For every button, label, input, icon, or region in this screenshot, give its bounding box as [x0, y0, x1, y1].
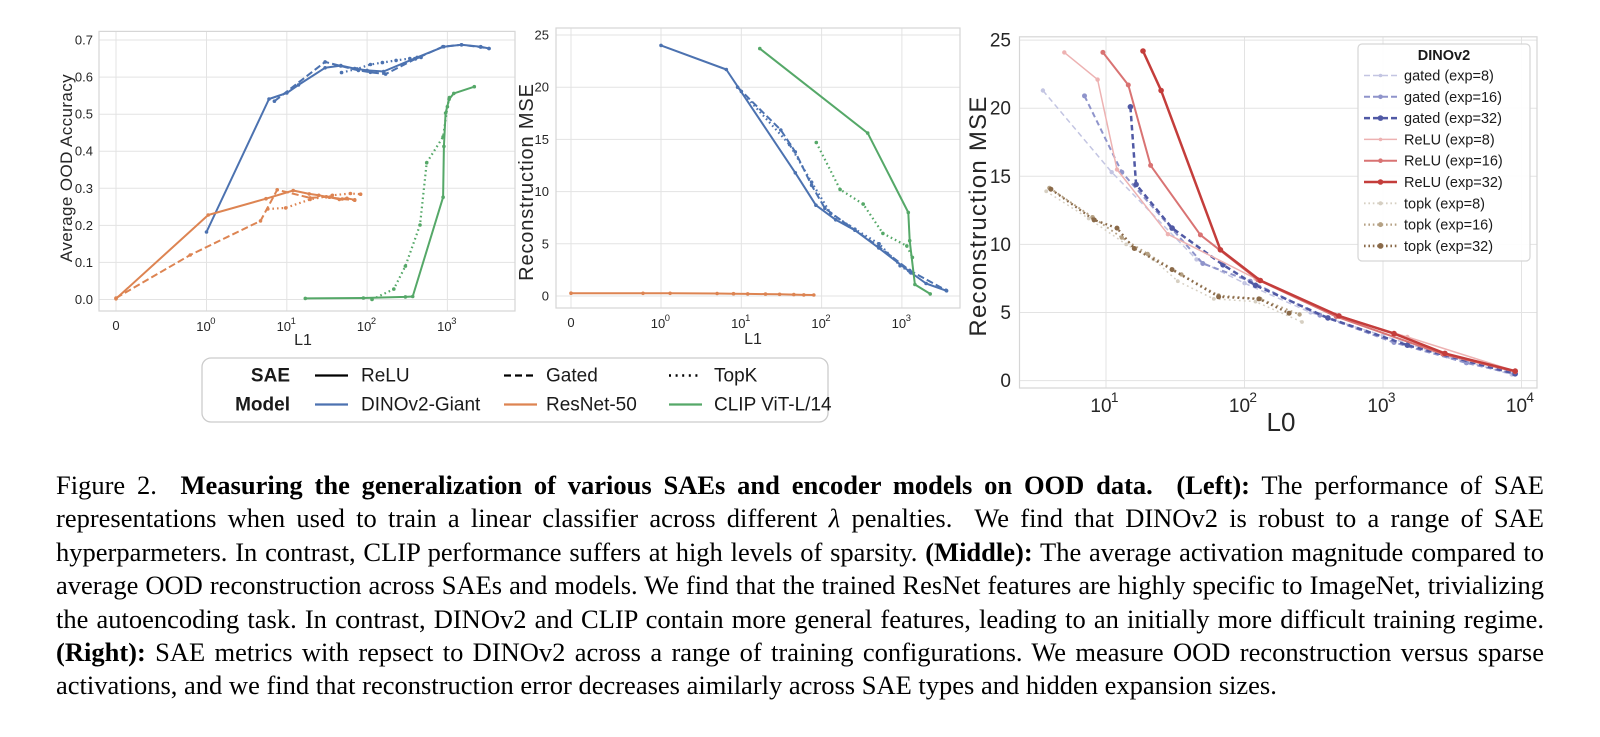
svg-text:3: 3	[1388, 390, 1396, 405]
svg-text:ReLU (exp=16): ReLU (exp=16)	[1404, 154, 1503, 170]
svg-text:10: 10	[990, 235, 1011, 256]
svg-text:10: 10	[731, 316, 745, 331]
svg-text:15: 15	[535, 132, 549, 147]
svg-text:3: 3	[906, 312, 911, 323]
svg-text:2: 2	[371, 315, 376, 326]
svg-text:4: 4	[1526, 390, 1534, 405]
svg-text:10: 10	[1229, 396, 1250, 417]
svg-text:25: 25	[990, 31, 1011, 52]
svg-text:0: 0	[665, 312, 670, 323]
svg-text:CLIP ViT-L/14: CLIP ViT-L/14	[714, 395, 832, 416]
svg-text:gated (exp=8): gated (exp=8)	[1404, 69, 1494, 85]
svg-text:SAE: SAE	[251, 366, 290, 387]
svg-text:Model: Model	[235, 395, 290, 416]
svg-text:0.1: 0.1	[75, 255, 93, 270]
svg-text:L1: L1	[744, 331, 762, 348]
svg-text:10: 10	[357, 319, 371, 334]
svg-text:gated (exp=32): gated (exp=32)	[1404, 111, 1502, 127]
svg-text:gated (exp=16): gated (exp=16)	[1404, 90, 1502, 106]
svg-text:0: 0	[567, 315, 574, 330]
svg-text:ReLU (exp=8): ReLU (exp=8)	[1404, 132, 1495, 148]
svg-text:0.4: 0.4	[75, 144, 93, 159]
svg-text:Reconstruction MSE: Reconstruction MSE	[965, 95, 992, 336]
svg-text:3: 3	[451, 315, 456, 326]
svg-text:15: 15	[990, 167, 1011, 188]
svg-text:10: 10	[196, 319, 210, 334]
svg-text:0: 0	[112, 318, 119, 333]
svg-text:10: 10	[651, 316, 665, 331]
svg-text:TopK: TopK	[714, 366, 758, 387]
svg-text:5: 5	[1000, 303, 1011, 324]
svg-text:10: 10	[1090, 396, 1111, 417]
svg-text:0.7: 0.7	[75, 33, 93, 48]
svg-text:0.5: 0.5	[75, 107, 93, 122]
svg-text:1: 1	[291, 315, 296, 326]
svg-text:25: 25	[535, 28, 549, 43]
svg-text:Average OOD Accuracy: Average OOD Accuracy	[57, 74, 76, 262]
svg-text:20: 20	[535, 80, 549, 95]
svg-text:topk (exp=32): topk (exp=32)	[1404, 239, 1493, 255]
svg-text:L0: L0	[1267, 407, 1296, 437]
svg-text:0: 0	[210, 315, 215, 326]
svg-text:10: 10	[535, 184, 549, 199]
svg-text:Gated: Gated	[546, 366, 598, 387]
svg-text:1: 1	[1111, 390, 1119, 405]
svg-text:10: 10	[1367, 396, 1388, 417]
svg-text:1: 1	[745, 312, 750, 323]
svg-text:topk (exp=16): topk (exp=16)	[1404, 218, 1493, 234]
svg-text:L1: L1	[294, 332, 312, 349]
svg-text:ResNet-50: ResNet-50	[546, 395, 637, 416]
svg-text:ReLU (exp=32): ReLU (exp=32)	[1404, 175, 1503, 191]
svg-text:0.3: 0.3	[75, 181, 93, 196]
svg-text:10: 10	[811, 316, 825, 331]
svg-text:5: 5	[542, 236, 549, 251]
svg-text:10: 10	[1506, 396, 1527, 417]
svg-text:10: 10	[437, 319, 451, 334]
svg-text:DINOv2-Giant: DINOv2-Giant	[361, 395, 481, 416]
svg-text:DINOv2: DINOv2	[1418, 48, 1470, 64]
svg-text:Reconstruction MSE: Reconstruction MSE	[516, 83, 538, 281]
svg-text:0.2: 0.2	[75, 218, 93, 233]
svg-text:2: 2	[825, 312, 830, 323]
svg-text:0.0: 0.0	[75, 292, 93, 307]
svg-text:0: 0	[1000, 371, 1011, 392]
svg-text:0.6: 0.6	[75, 70, 93, 85]
svg-text:0: 0	[542, 289, 549, 304]
svg-text:10: 10	[892, 316, 906, 331]
svg-text:topk (exp=8): topk (exp=8)	[1404, 196, 1485, 212]
svg-text:2: 2	[1249, 390, 1257, 405]
svg-text:ReLU: ReLU	[361, 366, 410, 387]
svg-text:20: 20	[990, 99, 1011, 120]
svg-text:10: 10	[277, 319, 291, 334]
